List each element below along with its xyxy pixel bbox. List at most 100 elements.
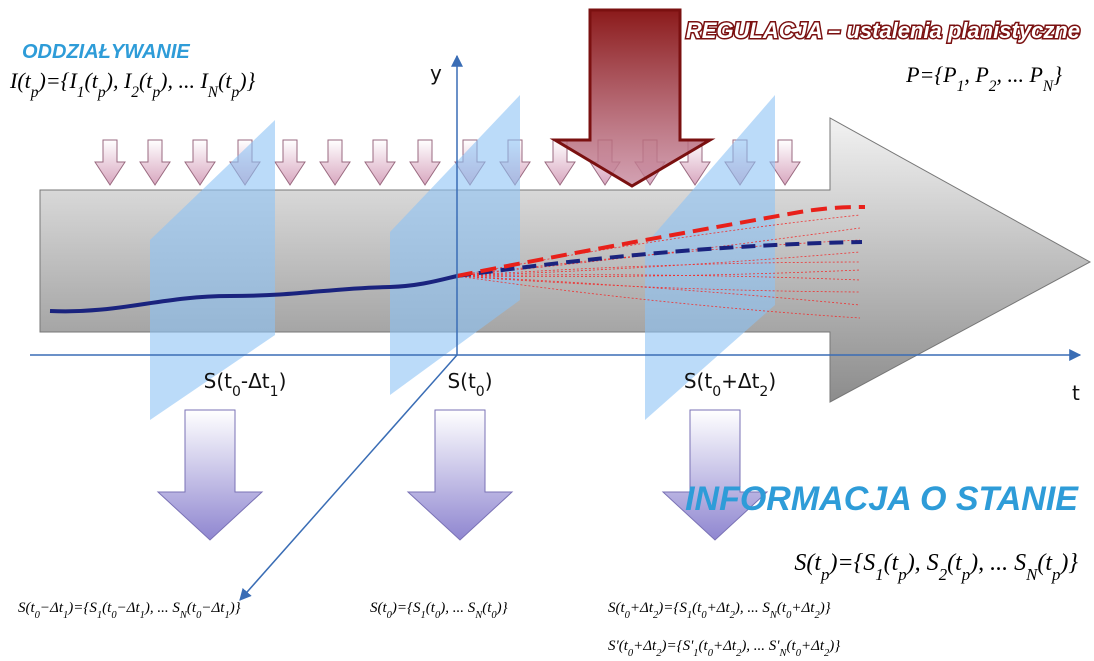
influence-arrow <box>140 140 170 185</box>
y-axis-label: y <box>430 61 442 85</box>
section-formula: S(t0−Δt1)={S1(t0−Δt1), ... SN(t0−Δt1)} <box>18 600 241 621</box>
formula-part: ) <box>768 369 776 393</box>
formula-part: +Δt <box>633 638 657 654</box>
subscript: p <box>820 565 829 584</box>
influence-arrow <box>365 140 395 185</box>
formula-part: S(t <box>370 600 387 616</box>
formula-part: +Δt <box>707 600 731 616</box>
subscript: 1 <box>875 565 883 584</box>
influence-arrow <box>320 140 350 185</box>
subscript: 1 <box>270 384 279 400</box>
formula-part: ), ... S <box>968 550 1026 576</box>
influence-arrow <box>410 140 440 185</box>
formula-part: S(t <box>608 600 625 616</box>
formula-part: )} <box>496 600 508 616</box>
formula-part: , ... P <box>996 62 1042 87</box>
formula-part: } <box>1053 62 1062 87</box>
formula-part: ), ... S <box>734 600 770 616</box>
influence-title: ODDZIAŁYWANIE <box>22 41 190 63</box>
formula-part: )} <box>1058 550 1078 576</box>
subscript: p <box>1051 565 1060 584</box>
formula-part: ), ... I <box>158 68 209 93</box>
formula-part: ) <box>279 369 287 393</box>
formula-part: P={P <box>905 62 957 87</box>
regulation-formula: P={P1, P2, ... PN} <box>905 62 1062 95</box>
state-arrow <box>663 410 767 540</box>
section-formula: S(t0)={S1(t0), ... SN(t0)} <box>370 600 508 621</box>
formula-part: +Δt <box>713 638 737 654</box>
subscript: 0 <box>232 384 241 400</box>
formula-part: S(t <box>204 369 232 393</box>
subscript: 1 <box>957 78 965 95</box>
formula-part: )={I <box>36 68 78 93</box>
subscript: 0 <box>476 384 485 400</box>
section-formula: S'(t0+Δt2)={S'1(t0+Δt2), ... S'N(t0+Δt2)… <box>608 638 840 659</box>
subscript: p <box>151 84 160 101</box>
formula-part: −Δt <box>201 600 225 616</box>
formula-part: (t <box>1037 550 1053 576</box>
formula-part: )={S <box>827 550 875 576</box>
state-formula: S(tp)={S1(tp), S2(tp), ... SN(tp)} <box>794 550 1078 584</box>
formula-part: )} <box>229 600 241 616</box>
section-formula: S(t0+Δt2)={S1(t0+Δt2), ... SN(t0+Δt2)} <box>608 600 831 621</box>
formula-part: S(t <box>447 369 475 393</box>
formula-part: )} <box>819 600 831 616</box>
section-label: S(t0-Δt1) <box>204 369 287 400</box>
formula-part: (t <box>884 550 900 576</box>
formula-part: )={S <box>391 600 421 616</box>
influence-formula: I(tp)={I1(tp), I2(tp), ... IN(tp)} <box>9 68 256 101</box>
formula-part: -Δt <box>241 369 270 393</box>
formula-part: I(t <box>9 68 32 93</box>
subscript: N <box>1042 78 1054 95</box>
formula-part: ), ... S <box>439 600 475 616</box>
page: ODDZIAŁYWANIE I(tp)={I1(tp), I2(tp), ...… <box>0 0 1094 661</box>
formula-part: )={S' <box>660 638 694 654</box>
plane <box>390 95 520 395</box>
state-arrows <box>158 410 767 540</box>
formula-part: S'(t <box>608 638 629 654</box>
formula-part: (t <box>218 68 232 93</box>
formula-part: S(t <box>794 550 822 576</box>
formula-part: +Δt <box>721 369 759 393</box>
formula-part: )} <box>237 68 255 93</box>
t-axis-label: t <box>1072 381 1080 405</box>
state-title: INFORMACJA O STANIE <box>685 480 1079 518</box>
subscript: N <box>1025 565 1038 584</box>
formula-part: S(t <box>684 369 712 393</box>
formula-part: S(t <box>18 600 35 616</box>
formula-part: )} <box>828 638 840 654</box>
subscript: p <box>961 565 970 584</box>
subscript: p <box>231 84 240 101</box>
formula-part: (t <box>947 550 963 576</box>
influence-arrow <box>275 140 305 185</box>
formula-part: ) <box>485 369 493 393</box>
subscript: 0 <box>712 384 721 400</box>
subscript: p <box>897 565 906 584</box>
formula-part: −Δt <box>117 600 141 616</box>
formula-part: +Δt <box>630 600 654 616</box>
influence-arrow <box>95 140 125 185</box>
influence-arrow <box>185 140 215 185</box>
subscript: p <box>30 84 39 101</box>
formula-part: )={S <box>657 600 687 616</box>
formula-part: (t <box>84 68 98 93</box>
section-label: S(t0+Δt2) <box>684 369 776 400</box>
section-label: S(t0) <box>447 369 492 400</box>
subscript: 2 <box>759 384 768 400</box>
state-arrow <box>158 410 262 540</box>
formula-part: ), ... S <box>144 600 180 616</box>
subscript: 1 <box>77 84 85 101</box>
state-arrow <box>408 410 512 540</box>
subscript: p <box>97 84 106 101</box>
subscript: N <box>207 84 219 101</box>
diagram: ODDZIAŁYWANIE I(tp)={I1(tp), I2(tp), ...… <box>0 0 1094 661</box>
regulation-title: REGULACJA – ustalenia planistyczne <box>686 18 1080 43</box>
formula-part: ), S <box>905 550 939 576</box>
formula-part: +Δt <box>791 600 815 616</box>
formula-part: )={S <box>67 600 97 616</box>
formula-part: , P <box>964 62 988 87</box>
formula-part: ), I <box>104 68 133 93</box>
formula-part: (t <box>139 68 153 93</box>
formula-part: −Δt <box>40 600 64 616</box>
formula-part: +Δt <box>801 638 825 654</box>
